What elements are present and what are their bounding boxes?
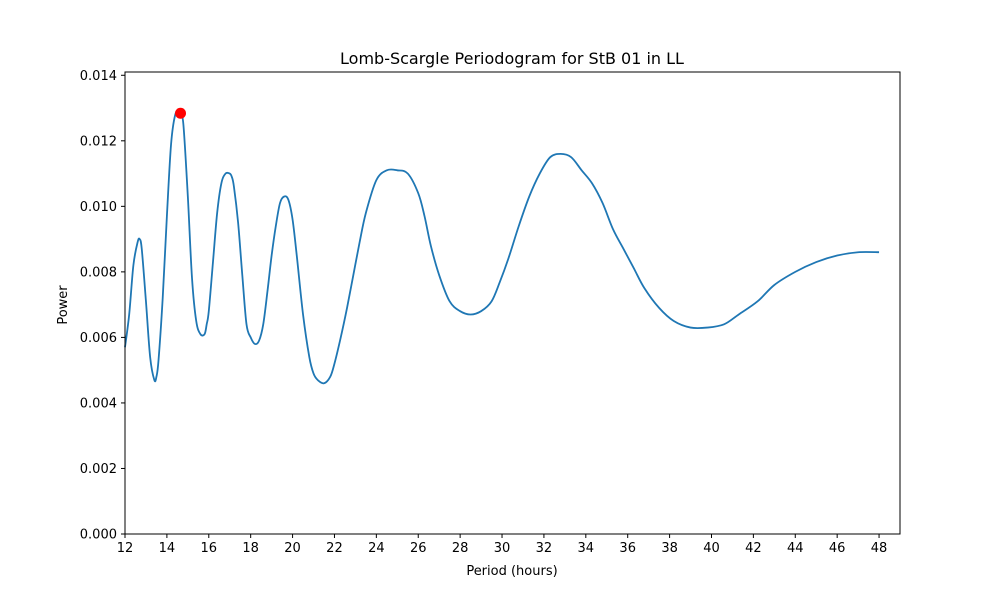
x-tick-label: 38 [661, 541, 678, 556]
x-tick-label: 18 [242, 541, 259, 556]
x-tick-label: 46 [829, 541, 846, 556]
x-tick-label: 48 [871, 541, 888, 556]
x-tick-label: 32 [536, 541, 553, 556]
y-tick-label: 0.004 [80, 396, 117, 411]
x-tick-label: 24 [368, 541, 385, 556]
x-tick-label: 36 [619, 541, 636, 556]
y-tick-label: 0.006 [80, 331, 117, 346]
x-tick-label: 14 [159, 541, 176, 556]
x-tick-label: 40 [703, 541, 720, 556]
axes-frame [124, 71, 901, 535]
x-tick-label: 28 [452, 541, 469, 556]
y-tick-label: 0.000 [80, 528, 117, 543]
peak-marker [175, 107, 187, 119]
x-tick-label: 34 [578, 541, 595, 556]
x-tick-label: 30 [494, 541, 511, 556]
plot-area [124, 107, 880, 385]
x-tick-label: 42 [745, 541, 762, 556]
y-tick-label: 0.014 [80, 69, 117, 84]
x-tick-label: 26 [410, 541, 427, 556]
y-tick-label: 0.008 [80, 265, 117, 280]
x-tick-label: 20 [284, 541, 301, 556]
x-tick-label: 12 [117, 541, 134, 556]
y-axis-ticks: 0.000 0.002 0.004 0.006 0.008 0.010 0.012 0.014 [80, 69, 125, 543]
chart-title: Lomb-Scargle Periodogram for StB 01 in L… [340, 49, 684, 68]
x-tick-label: 16 [201, 541, 218, 556]
y-tick-label: 0.002 [80, 462, 117, 477]
x-tick-label: 44 [787, 541, 804, 556]
x-axis-ticks: 12 14 16 18 20 22 24 26 28 30 32 34 36 38 40 42 44 46 48 [117, 534, 888, 556]
x-axis-label: Period (hours) [466, 564, 557, 579]
y-axis-label: Power [56, 285, 71, 325]
x-tick-label: 22 [326, 541, 343, 556]
y-tick-label: 0.010 [80, 200, 117, 215]
y-tick-label: 0.012 [80, 134, 117, 149]
